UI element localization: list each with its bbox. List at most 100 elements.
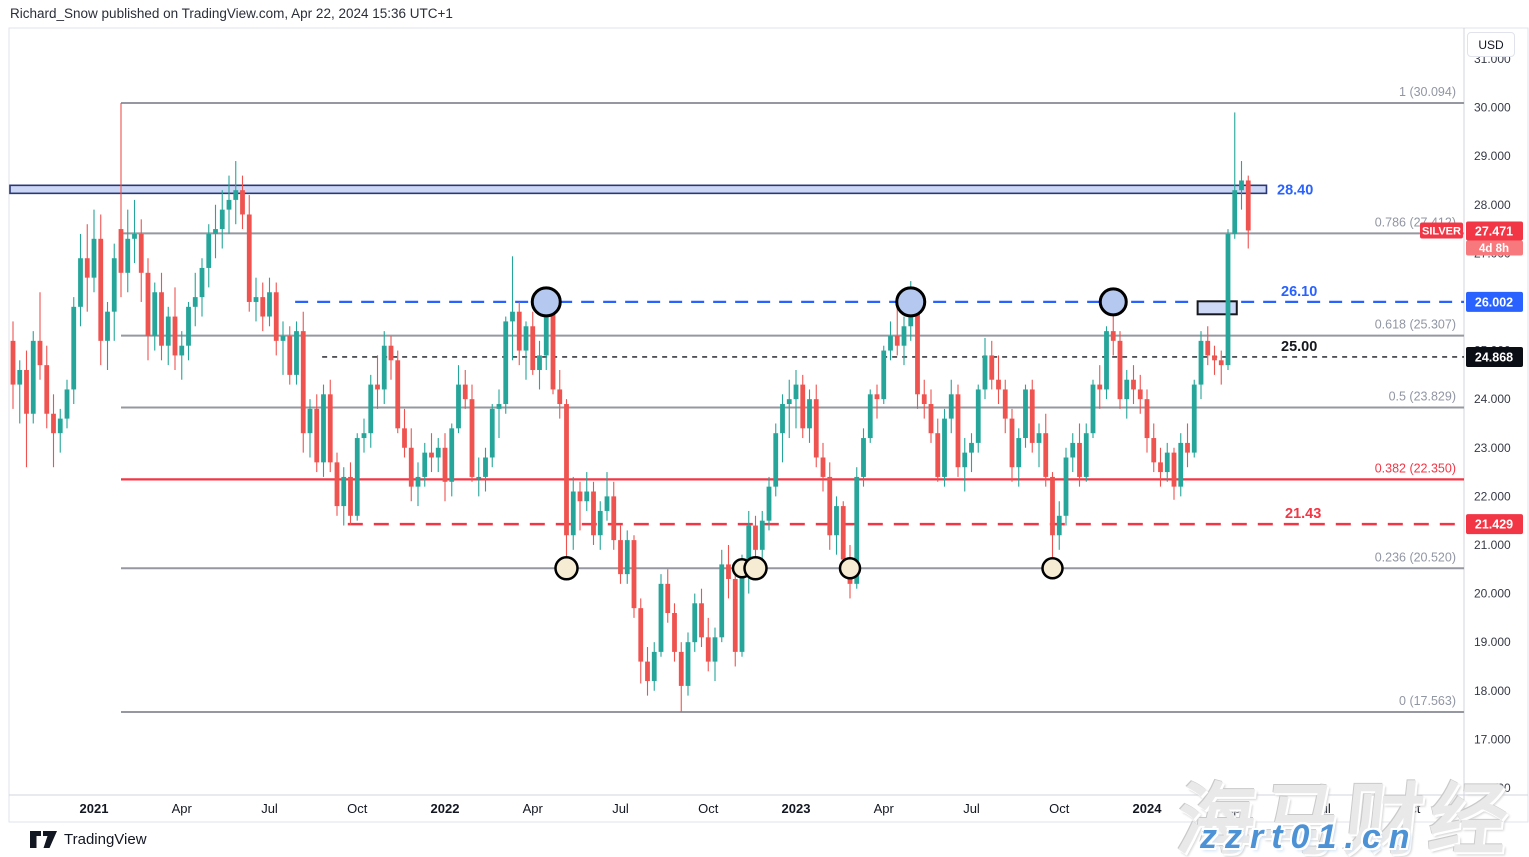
candle xyxy=(570,491,576,536)
candlestick-series xyxy=(10,103,1251,713)
marker-circle-tan[interactable] xyxy=(743,556,768,581)
candle xyxy=(435,447,441,458)
marker-circle-blue[interactable] xyxy=(530,286,562,318)
time-axis-label: Apr xyxy=(523,801,544,816)
candle xyxy=(1212,355,1217,361)
candle xyxy=(618,540,623,575)
tradingview-attribution[interactable]: TradingView xyxy=(30,831,147,848)
candle xyxy=(1245,180,1251,231)
candle xyxy=(24,370,29,414)
axis-price-label xyxy=(1466,346,1523,367)
bar-countdown-label xyxy=(1466,240,1523,256)
axis-price-label-text: 24.868 xyxy=(1475,350,1513,364)
currency-toggle-button[interactable]: USD xyxy=(1467,32,1515,57)
candle xyxy=(111,258,117,312)
candle xyxy=(307,408,313,434)
candle xyxy=(591,491,596,536)
candle xyxy=(1151,438,1157,463)
time-axis-label: Oct xyxy=(347,801,368,816)
candle xyxy=(854,476,860,584)
candle xyxy=(280,335,286,341)
candle xyxy=(57,418,63,434)
fib-level-label: 0.382 (22.350) xyxy=(1375,461,1456,475)
candle xyxy=(1239,180,1244,191)
candle xyxy=(1009,418,1015,468)
candle xyxy=(955,394,961,468)
candle xyxy=(719,564,725,638)
candle xyxy=(172,316,178,356)
candle xyxy=(30,340,36,414)
candle xyxy=(557,389,563,405)
candle xyxy=(766,486,772,521)
time-axis-label: Oct xyxy=(1400,801,1421,816)
last-price-text: 27.471 xyxy=(1475,224,1513,238)
candle xyxy=(989,355,995,380)
candle xyxy=(874,394,880,400)
candle xyxy=(226,199,232,210)
candle xyxy=(442,447,448,482)
marker-circle-tan[interactable] xyxy=(1041,557,1064,580)
candle xyxy=(645,661,650,682)
candle xyxy=(91,238,97,278)
candle xyxy=(422,452,428,477)
price-axis-tick: 16.000 xyxy=(1474,781,1511,795)
fib-level-label: 0 (17.563) xyxy=(1399,694,1456,708)
time-axis-label: Oct xyxy=(1049,801,1070,816)
candle xyxy=(1097,384,1103,390)
candle xyxy=(1016,438,1022,468)
highlight-box[interactable] xyxy=(1196,300,1238,316)
candle xyxy=(935,433,941,477)
candle xyxy=(624,540,630,575)
candle xyxy=(388,345,394,361)
candle xyxy=(577,491,583,502)
candle xyxy=(631,540,637,609)
candle xyxy=(260,297,266,317)
candle xyxy=(300,331,306,434)
candle xyxy=(469,399,475,477)
time-axis-label: 2022 xyxy=(431,801,460,816)
marker-circle-tan[interactable] xyxy=(554,556,579,581)
candle xyxy=(1205,340,1211,356)
candle xyxy=(354,438,360,516)
candle xyxy=(813,399,819,458)
candle xyxy=(206,233,212,268)
price-axis-tick: 24.000 xyxy=(1474,392,1511,406)
candle xyxy=(921,394,927,405)
symbol-tag xyxy=(1420,222,1463,239)
time-axis-label: 2024 xyxy=(1133,801,1163,816)
candle xyxy=(665,583,671,614)
marker-circle-blue[interactable] xyxy=(1098,287,1128,317)
marker-circle-blue[interactable] xyxy=(895,286,927,318)
candle xyxy=(881,350,887,400)
candle xyxy=(1164,452,1170,473)
candle xyxy=(1063,457,1069,516)
candle xyxy=(915,306,920,395)
candle xyxy=(321,394,326,463)
candle xyxy=(651,651,657,682)
marker-circle-tan[interactable] xyxy=(838,557,862,580)
candle xyxy=(705,637,711,662)
axis-price-label xyxy=(1466,291,1523,312)
time-axis-label: Oct xyxy=(698,801,719,816)
time-axis-label: Apr xyxy=(1225,801,1246,816)
candle xyxy=(273,292,279,341)
fib-level-label: 0.618 (25.307) xyxy=(1375,318,1456,332)
candle xyxy=(159,292,164,346)
candle xyxy=(361,433,367,439)
candle xyxy=(402,428,407,448)
candle xyxy=(982,355,988,390)
resistance-band[interactable] xyxy=(9,184,1268,195)
time-axis-label: Apr xyxy=(172,801,193,816)
candle xyxy=(746,525,752,565)
candle xyxy=(132,233,137,239)
candle xyxy=(84,258,90,278)
candle xyxy=(395,360,401,429)
tradingview-logo xyxy=(30,831,57,848)
candle xyxy=(969,442,974,453)
candle xyxy=(800,384,806,429)
candle xyxy=(1124,379,1130,400)
candle xyxy=(287,335,293,375)
candle xyxy=(186,306,191,346)
candle xyxy=(1050,476,1055,536)
